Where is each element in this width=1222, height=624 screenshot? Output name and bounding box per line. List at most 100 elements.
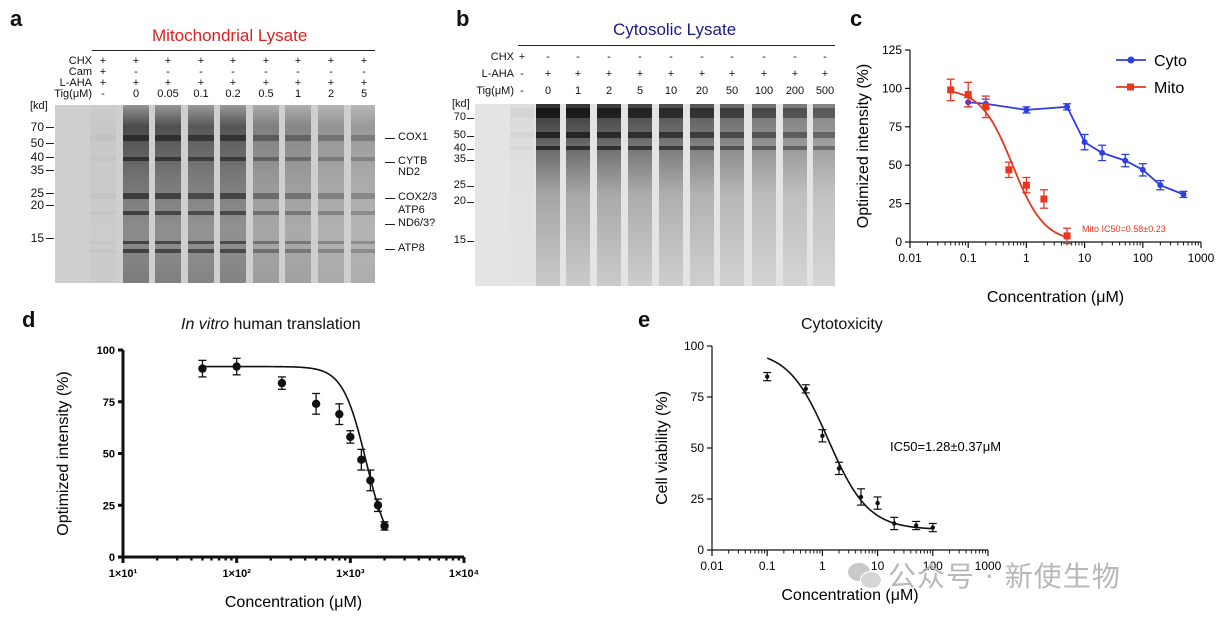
panel-a-lane-cell: 0.05 — [157, 88, 179, 100]
gel-band-a — [123, 241, 149, 244]
x-tick-label: 0.01 — [898, 251, 922, 265]
panel-b-lane-cell: 1 — [574, 85, 582, 97]
data-point — [198, 364, 207, 373]
x-axis-label: Concentration (μM) — [225, 594, 362, 611]
panel-label-c: c — [850, 6, 863, 31]
panel-a-lane-cell: + — [164, 77, 172, 89]
y-tick-label: 75 — [103, 397, 115, 409]
data-point — [277, 378, 287, 388]
panel-b-lane-cell: 2 — [605, 85, 613, 97]
panel-a-title-rule — [92, 50, 375, 51]
ic50-annotation: Mito IC50=0.58±0.23 — [1082, 224, 1166, 234]
gel-band-a — [318, 241, 344, 244]
x-tick-label: 10 — [1078, 251, 1092, 265]
panel-a-kd-label: [kd] — [30, 100, 48, 112]
data-point-cyto — [1064, 103, 1071, 110]
gel-band-b — [597, 132, 621, 138]
panel-b-lane-cell: + — [728, 68, 736, 80]
data-point-cyto — [1023, 106, 1030, 113]
panel-d-title-rest: human translation — [233, 316, 361, 333]
panel-a-lane-cell: 0.1 — [193, 88, 209, 100]
gel-band-a — [123, 157, 149, 161]
y-tick-label: 100 — [684, 339, 704, 353]
panel-b-lane-cell: - — [823, 51, 827, 63]
panel-b-row-label: CHX — [490, 51, 514, 63]
panel-a-lane-cell: - — [264, 66, 268, 78]
gel-band-a — [318, 157, 344, 161]
gel-band-b — [659, 146, 683, 150]
gel-band-a — [90, 241, 116, 244]
x-tick-label: 0.1 — [759, 559, 776, 573]
gel-band-b — [536, 132, 560, 138]
gel-band-b — [813, 132, 835, 138]
gel-cytosolic — [475, 104, 835, 286]
x-tick-label: 1×10⁴ — [449, 568, 479, 580]
panel-b-lane-cell: 100 — [754, 85, 774, 97]
panel-a-protein-label: ND2 — [398, 166, 421, 178]
gel-band-a — [351, 193, 375, 199]
gel-band-a — [155, 135, 181, 141]
panel-a-lane-cell: + — [164, 55, 172, 67]
panel-a-lane-cell: 0.2 — [225, 88, 241, 100]
gel-band-b — [752, 132, 776, 138]
y-tick-label: 0 — [895, 235, 902, 249]
panel-a-protein-label: COX2/3 — [398, 191, 438, 203]
gel-band-a — [90, 249, 116, 253]
y-tick-label: 50 — [889, 158, 903, 172]
data-point — [380, 521, 389, 531]
gel-band-a — [351, 135, 375, 141]
panel-d-title-italic: In vitro — [181, 316, 230, 333]
data-point-cyto — [1139, 166, 1146, 173]
x-tick-label: 1000 — [975, 559, 1002, 573]
gel-band-b — [752, 146, 776, 150]
gel-band-b — [659, 132, 683, 138]
panel-a-protein-label: ATP6 — [398, 204, 425, 216]
panel-b-lane-cell: + — [760, 68, 768, 80]
gel-band-b — [720, 132, 744, 138]
wechat-icon — [848, 563, 882, 589]
panel-b-lane-cell: + — [791, 68, 799, 80]
panel-a-lane-cell: - — [362, 66, 366, 78]
gel-band-a — [351, 249, 375, 253]
gel-lane-b — [659, 104, 683, 286]
panel-a-lane-cell: - — [166, 66, 170, 78]
gel-band-b — [783, 108, 807, 118]
x-axis-label: Concentration (μM) — [987, 289, 1124, 306]
gel-band-a — [155, 211, 181, 215]
panel-b-marker-tick — [467, 202, 474, 203]
gel-band-a — [220, 157, 246, 161]
watermark: 公众号 · 新使生物 — [848, 555, 1121, 595]
y-tick-label: 25 — [691, 492, 705, 506]
gel-band-a — [253, 157, 279, 161]
gel-band-a — [351, 157, 375, 161]
panel-b-marker-tick — [467, 149, 474, 150]
x-tick-label: 0.01 — [700, 559, 724, 573]
gel-band-a — [253, 241, 279, 244]
gel-lane-b — [720, 104, 744, 286]
panel-b-marker-label: 70 — [453, 111, 466, 123]
panel-a-lane-cell: - — [231, 66, 235, 78]
panel-a-marker-tick — [46, 193, 54, 194]
gel-band-a — [220, 135, 246, 141]
panel-c: c 0 25 50 75 100 125 0.01 0.1 1 10 100 1000 Concentr… — [840, 0, 1222, 310]
panel-b-lane-cell: - — [762, 51, 766, 63]
data-point-mito — [964, 91, 972, 99]
panel-a-protein-label: ND6/3? — [398, 217, 436, 229]
data-point-mito — [1022, 181, 1030, 189]
gel-lane-b — [783, 104, 807, 286]
y-axis-label: Optimized intensity (%) — [55, 371, 72, 536]
panel-a-row-label: CHX — [68, 55, 92, 67]
gel-lane-b — [536, 104, 560, 286]
panel-label-a: a — [10, 6, 23, 31]
panel-a-lane-cell: + — [99, 77, 107, 89]
panel-b-lane-cell: + — [605, 68, 613, 80]
panel-a-marker-label: 50 — [30, 136, 44, 150]
gel-mitochondrial — [55, 105, 375, 283]
gel-band-a — [90, 193, 116, 199]
data-point — [311, 399, 321, 409]
panel-b-lane-cell: 10 — [664, 85, 678, 97]
gel-lane-a — [188, 105, 214, 283]
panel-a-lane-cell: + — [132, 55, 140, 67]
gel-lane-b — [813, 104, 835, 286]
panel-b-lane-cell: + — [821, 68, 829, 80]
